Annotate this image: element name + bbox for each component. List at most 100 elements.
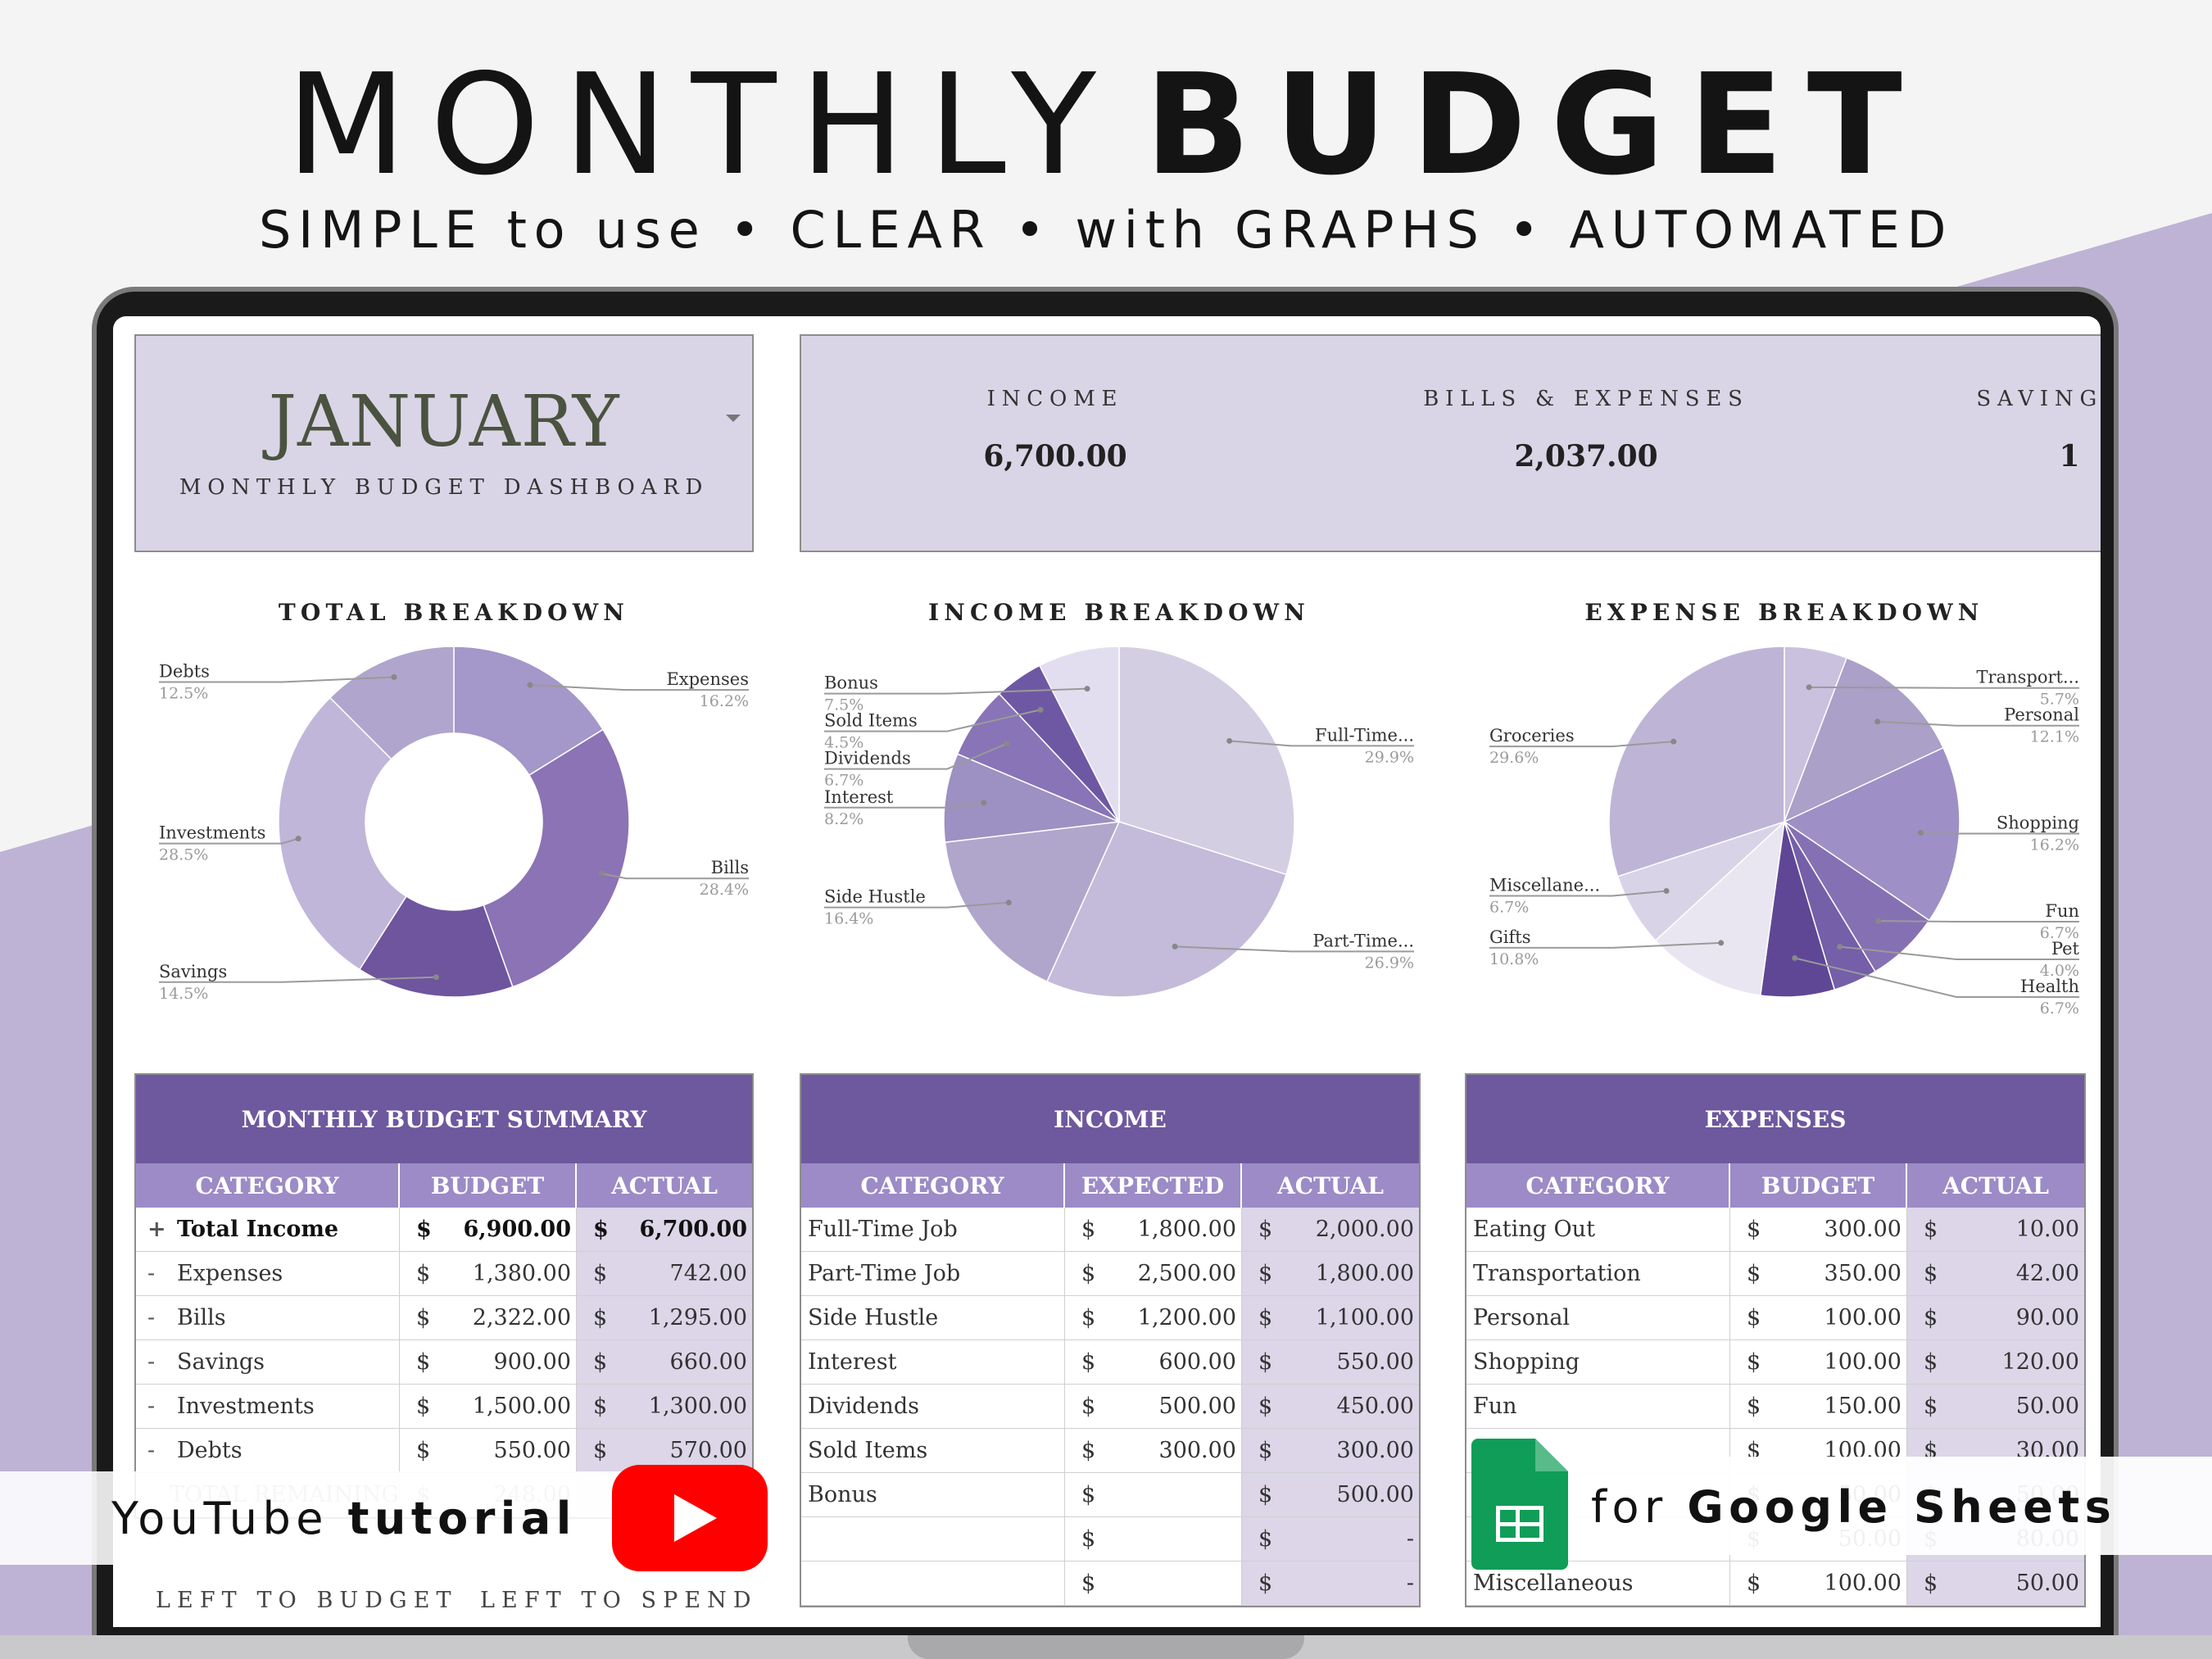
budget-cell[interactable]: $100.00 xyxy=(1730,1296,1907,1339)
leader-dot xyxy=(527,682,533,688)
currency-symbol: $ xyxy=(1258,1349,1273,1375)
budget-cell[interactable]: $6,900.00 xyxy=(400,1208,577,1251)
actual-cell[interactable]: $2,000.00 xyxy=(1242,1208,1419,1251)
amount: 1,100.00 xyxy=(1315,1305,1414,1330)
currency-symbol: $ xyxy=(1081,1482,1096,1507)
leader-dot xyxy=(1875,918,1882,924)
table-row: Sold Items $300.00 $300.00 xyxy=(801,1429,1419,1473)
month-selector-panel[interactable]: JANUARY MONTHLY BUDGET DASHBOARD xyxy=(134,334,754,552)
actual-cell[interactable]: $50.00 xyxy=(1907,1562,2084,1605)
category-cell[interactable]: Interest xyxy=(801,1340,1065,1384)
actual-cell[interactable]: $660.00 xyxy=(577,1340,752,1384)
category-cell[interactable]: Personal xyxy=(1466,1296,1730,1339)
budget-cell[interactable]: $550.00 xyxy=(400,1429,577,1472)
actual-cell[interactable]: $300.00 xyxy=(1242,1429,1419,1472)
expected-cell[interactable]: $600.00 xyxy=(1065,1340,1242,1384)
category-cell[interactable]: Eating Out xyxy=(1466,1208,1730,1251)
pie-slice xyxy=(278,696,407,971)
sign: - xyxy=(147,1261,156,1286)
leader-line xyxy=(159,676,395,683)
actual-cell[interactable]: $500.00 xyxy=(1242,1473,1419,1516)
chevron-down-icon[interactable] xyxy=(726,415,741,422)
budget-cell[interactable]: $150.00 xyxy=(1730,1385,1907,1428)
currency-symbol: $ xyxy=(1258,1482,1273,1507)
actual-cell[interactable]: $1,300.00 xyxy=(577,1385,752,1428)
actual-cell[interactable]: $ - xyxy=(1242,1517,1419,1561)
category-cell[interactable]: Full-Time Job xyxy=(801,1208,1065,1251)
currency-symbol: $ xyxy=(1924,1217,1938,1242)
budget-cell[interactable]: $100.00 xyxy=(1730,1340,1907,1384)
expected-cell[interactable]: $500.00 xyxy=(1065,1385,1242,1428)
amount: 300.00 xyxy=(1824,1217,1902,1242)
pie-slice xyxy=(483,728,630,988)
amount: - xyxy=(1406,1571,1414,1596)
leader-line xyxy=(1489,741,1674,748)
actual-cell[interactable]: $742.00 xyxy=(577,1252,752,1295)
income-breakdown-svg: Bonus 7.5%Sold Items 4.5%Dividends 6.7%Inte… xyxy=(824,646,1414,998)
category-cell[interactable]: - Savings xyxy=(136,1340,400,1384)
currency-symbol: $ xyxy=(1258,1261,1273,1286)
expected-cell[interactable]: $ xyxy=(1065,1473,1242,1516)
budget-cell[interactable]: $100.00 xyxy=(1730,1562,1907,1605)
category-label: Investments xyxy=(177,1394,315,1419)
leader-line xyxy=(1839,945,2079,960)
category-cell[interactable]: - Investments xyxy=(136,1385,400,1428)
category-cell[interactable] xyxy=(1466,1429,1730,1472)
slice-percent: 29.6% xyxy=(1489,749,1539,767)
category-cell[interactable]: Transportation xyxy=(1466,1252,1730,1295)
category-cell[interactable] xyxy=(801,1562,1065,1605)
leader-line xyxy=(529,684,749,691)
left-to-budget-label: LEFT TO BUDGET xyxy=(156,1588,458,1613)
expected-cell[interactable]: $2,500.00 xyxy=(1065,1252,1242,1295)
actual-cell[interactable]: $120.00 xyxy=(1907,1340,2084,1384)
category-cell[interactable] xyxy=(801,1517,1065,1561)
category-cell[interactable]: - Expenses xyxy=(136,1252,400,1295)
category-cell[interactable]: Part-Time Job xyxy=(801,1252,1065,1295)
category-cell[interactable]: Side Hustle xyxy=(801,1296,1065,1339)
slice-label: Investments xyxy=(159,823,265,843)
actual-cell[interactable]: $450.00 xyxy=(1242,1385,1419,1428)
google-sheets-label: Google Sheets xyxy=(1687,1481,2117,1533)
actual-cell[interactable]: $42.00 xyxy=(1907,1252,2084,1295)
actual-cell[interactable]: $90.00 xyxy=(1907,1296,2084,1339)
category-cell[interactable]: Fun xyxy=(1466,1385,1730,1428)
table-row: - Bills $2,322.00 $1,295.00 xyxy=(136,1296,752,1340)
expected-cell[interactable]: $ xyxy=(1065,1517,1242,1561)
expected-cell[interactable]: $300.00 xyxy=(1065,1429,1242,1472)
actual-cell[interactable]: $1,295.00 xyxy=(577,1296,752,1339)
youtube-tutorial-text[interactable]: YouTube tutorial xyxy=(111,1493,577,1544)
actual-cell[interactable]: $1,800.00 xyxy=(1242,1252,1419,1295)
budget-cell[interactable]: $1,380.00 xyxy=(400,1252,577,1295)
category-cell[interactable]: - Bills xyxy=(136,1296,400,1339)
actual-cell[interactable]: $550.00 xyxy=(1242,1340,1419,1384)
budget-cell[interactable]: $300.00 xyxy=(1730,1208,1907,1251)
category-cell[interactable]: Bonus xyxy=(801,1473,1065,1516)
category-cell[interactable]: - Debts xyxy=(136,1429,400,1472)
category-cell[interactable]: + Total Income xyxy=(136,1208,400,1251)
expected-cell[interactable]: $1,200.00 xyxy=(1065,1296,1242,1339)
leader-dot xyxy=(295,836,301,842)
expected-cell[interactable]: $1,800.00 xyxy=(1065,1208,1242,1251)
actual-cell[interactable]: $ - xyxy=(1242,1562,1419,1605)
expected-cell[interactable]: $ xyxy=(1065,1562,1242,1605)
category-cell[interactable]: Sold Items xyxy=(801,1429,1065,1472)
actual-cell[interactable]: $50.00 xyxy=(1907,1385,2084,1428)
leader-dot xyxy=(1226,737,1233,744)
youtube-play-icon[interactable] xyxy=(612,1465,768,1571)
budget-cell[interactable]: $1,500.00 xyxy=(400,1385,577,1428)
amount: 150.00 xyxy=(1824,1394,1902,1419)
budget-cell[interactable]: $350.00 xyxy=(1730,1252,1907,1295)
actual-cell[interactable]: $1,100.00 xyxy=(1242,1296,1419,1339)
actual-cell[interactable]: $10.00 xyxy=(1907,1208,2084,1251)
leader-line xyxy=(824,901,1009,909)
category-cell[interactable]: Dividends xyxy=(801,1385,1065,1428)
budget-cell[interactable]: $900.00 xyxy=(400,1340,577,1384)
left-to-spend-label: LEFT TO SPEND xyxy=(480,1588,758,1613)
currency-symbol: $ xyxy=(1924,1261,1938,1286)
slice-label: Health xyxy=(2020,977,2079,996)
actual-cell[interactable]: $6,700.00 xyxy=(577,1208,752,1251)
category-cell[interactable]: Shopping xyxy=(1466,1340,1730,1384)
budget-cell[interactable]: $2,322.00 xyxy=(400,1296,577,1339)
category-cell[interactable]: Miscellaneous xyxy=(1466,1562,1730,1605)
tutorial-label: tutorial xyxy=(347,1493,577,1544)
